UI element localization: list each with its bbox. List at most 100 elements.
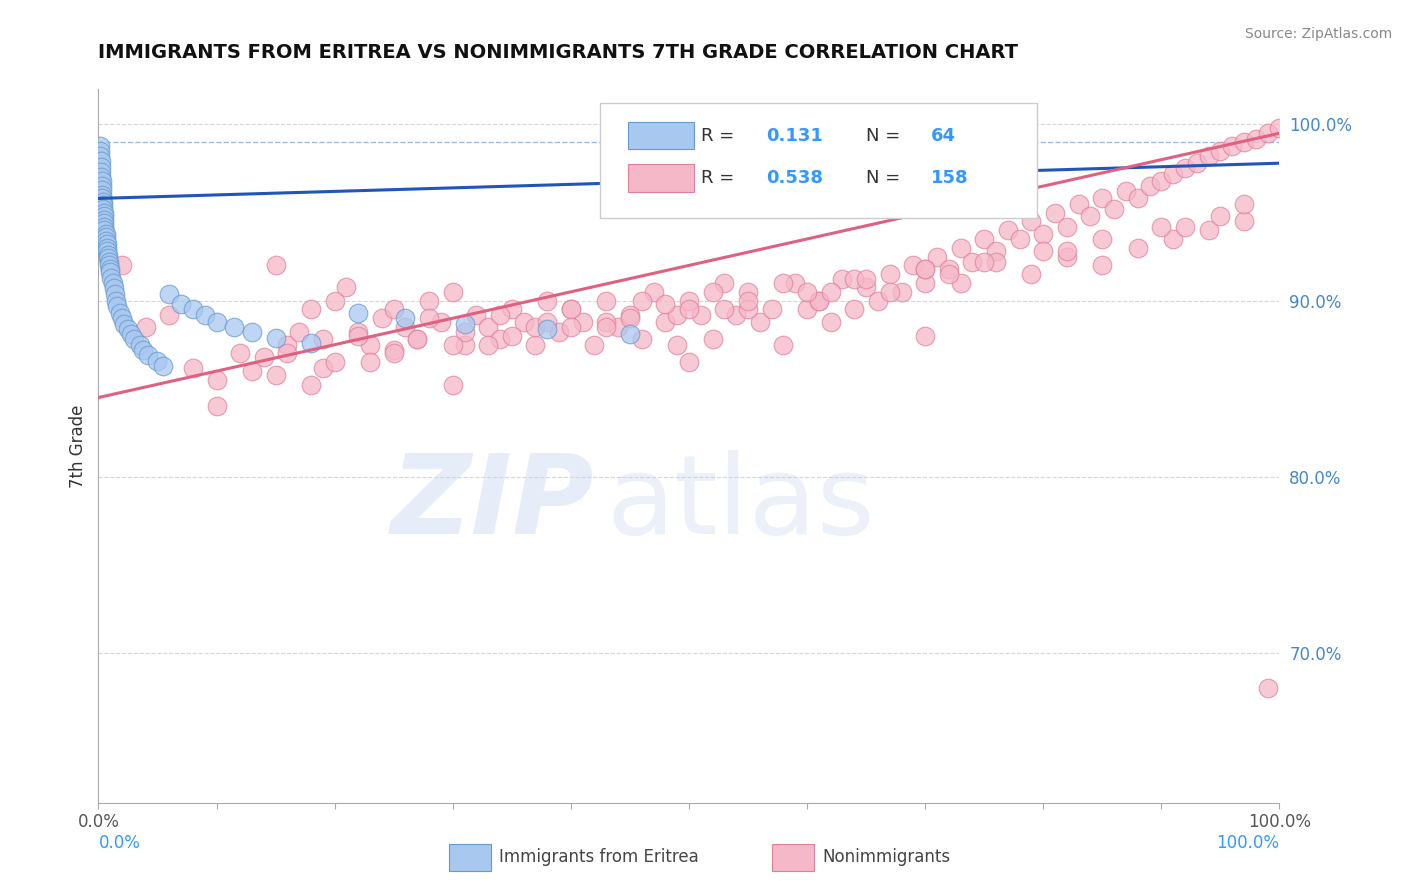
Point: [93, 209, 115, 223]
Point: [276, 346, 298, 360]
Point: [477, 337, 499, 351]
Point: [761, 302, 783, 317]
Point: [152, 359, 174, 373]
Point: [1209, 144, 1232, 158]
Point: [112, 317, 135, 331]
Point: [1115, 185, 1137, 199]
Point: [91, 188, 114, 202]
Point: [97, 252, 120, 266]
Point: [111, 311, 134, 326]
Point: [146, 353, 169, 368]
Point: [441, 378, 464, 392]
Point: [785, 276, 807, 290]
Point: [205, 315, 228, 329]
Point: [973, 232, 995, 246]
Point: [441, 337, 464, 351]
Text: IMMIGRANTS FROM ERITREA VS NONIMMIGRANTS 7TH GRADE CORRELATION CHART: IMMIGRANTS FROM ERITREA VS NONIMMIGRANTS…: [98, 44, 1018, 62]
FancyBboxPatch shape: [600, 103, 1038, 218]
Point: [914, 261, 936, 276]
Point: [347, 306, 370, 320]
Point: [997, 223, 1019, 237]
Point: [382, 343, 405, 357]
Point: [855, 272, 877, 286]
Point: [1056, 244, 1078, 259]
Point: [453, 326, 475, 340]
Point: [619, 327, 641, 342]
Text: Immigrants from Eritrea: Immigrants from Eritrea: [499, 848, 699, 866]
Point: [866, 293, 889, 308]
Point: [371, 311, 394, 326]
Point: [132, 343, 155, 357]
Point: [713, 276, 735, 290]
Text: 158: 158: [931, 169, 969, 187]
Point: [347, 326, 370, 340]
Point: [619, 311, 641, 326]
Point: [98, 265, 121, 279]
Point: [984, 255, 1007, 269]
Point: [111, 259, 134, 273]
Point: [1102, 202, 1125, 216]
Point: [122, 332, 145, 346]
Point: [288, 326, 311, 340]
Point: [100, 270, 122, 285]
Point: [194, 308, 217, 322]
Point: [489, 332, 512, 346]
Point: [465, 308, 488, 322]
Point: [276, 337, 298, 351]
Point: [807, 293, 830, 308]
Point: [489, 308, 512, 322]
Point: [678, 302, 700, 317]
Point: [105, 299, 128, 313]
Point: [1150, 174, 1173, 188]
Point: [820, 285, 842, 299]
Point: [91, 194, 114, 209]
Point: [595, 315, 617, 329]
Point: [1233, 196, 1256, 211]
Point: [855, 279, 877, 293]
Point: [312, 332, 335, 346]
Point: [560, 302, 582, 317]
Point: [536, 293, 558, 308]
Point: [323, 355, 346, 369]
Point: [89, 138, 111, 153]
Point: [879, 285, 901, 299]
Point: [1043, 205, 1066, 219]
Point: [1080, 209, 1102, 223]
Point: [299, 335, 322, 350]
Point: [406, 332, 429, 346]
Point: [630, 332, 652, 346]
Point: [157, 308, 180, 322]
Point: [831, 272, 853, 286]
Point: [1150, 219, 1173, 234]
Point: [441, 285, 464, 299]
Point: [962, 255, 984, 269]
Point: [1220, 138, 1243, 153]
Text: 100.0%: 100.0%: [1216, 834, 1279, 852]
Point: [264, 259, 287, 273]
Point: [737, 293, 759, 308]
Point: [89, 149, 111, 163]
Point: [91, 174, 114, 188]
Point: [689, 308, 711, 322]
Point: [630, 293, 652, 308]
Point: [90, 165, 112, 179]
Point: [1056, 250, 1078, 264]
Point: [253, 350, 276, 364]
Point: [94, 227, 117, 241]
Point: [1174, 219, 1197, 234]
Point: [181, 360, 204, 375]
Point: [914, 261, 936, 276]
Point: [224, 320, 246, 334]
Point: [725, 308, 748, 322]
Point: [914, 329, 936, 343]
Point: [240, 364, 263, 378]
Point: [938, 261, 960, 276]
Point: [949, 276, 972, 290]
Point: [1067, 196, 1090, 211]
Point: [430, 315, 453, 329]
Point: [1021, 214, 1043, 228]
Point: [1185, 156, 1208, 170]
Point: [96, 241, 118, 255]
Point: [93, 219, 115, 234]
Point: [678, 293, 700, 308]
